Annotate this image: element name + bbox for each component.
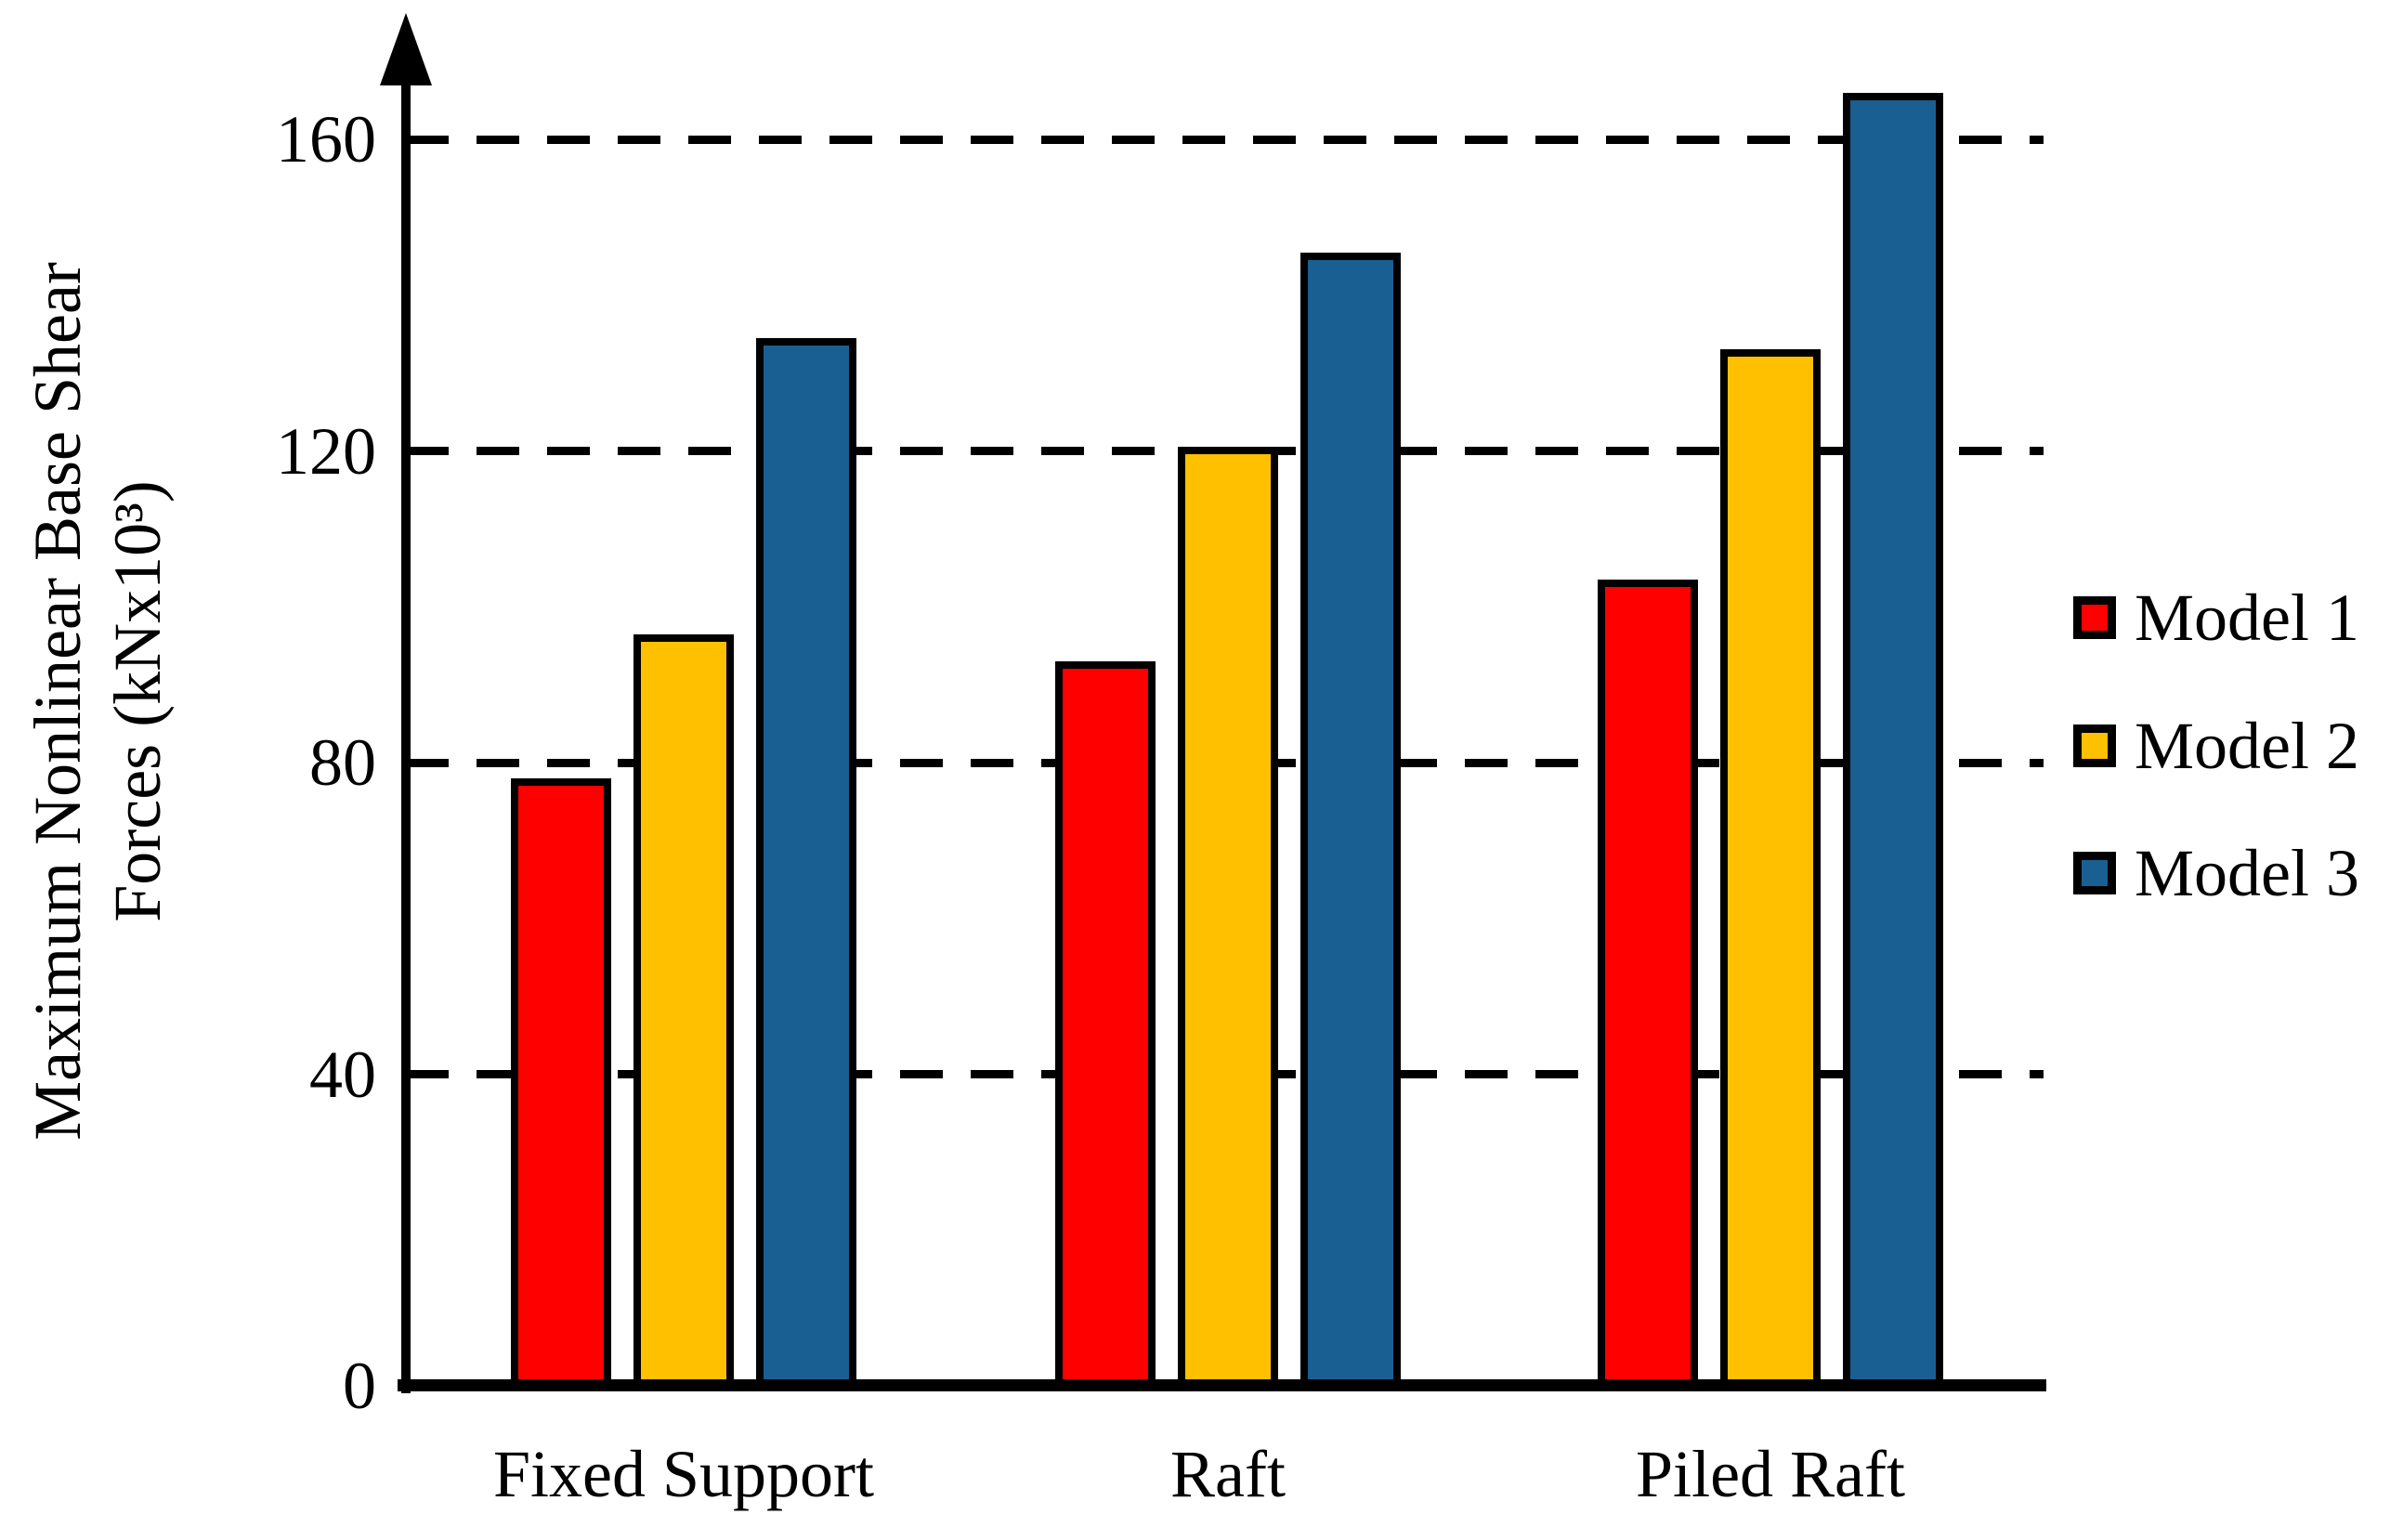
legend-item-model-2: Model 2	[2073, 707, 2359, 785]
bar-fixed-support-model-1	[511, 777, 611, 1386]
gridline-160	[406, 135, 2044, 144]
y-axis-title: Maximum Nonlinear Base Shear Forces (kNx…	[18, 190, 177, 1212]
bar-fixed-support-model-2	[633, 633, 734, 1386]
legend-label-model-1: Model 1	[2135, 581, 2359, 655]
legend-swatch-model-2	[2073, 724, 2116, 767]
x-category-label-raft: Raft	[1170, 1437, 1286, 1511]
y-axis-arrow-icon	[380, 13, 432, 85]
y-axis-title-line-1: Maximum Nonlinear Base Shear	[20, 262, 95, 1141]
legend-swatch-model-1	[2073, 596, 2116, 639]
bar-piled-raft-model-1	[1598, 579, 1698, 1386]
bar-raft-model-3	[1300, 252, 1401, 1386]
legend-item-model-1: Model 1	[2073, 579, 2359, 657]
y-axis-title-line-2: Forces (kNx10³)	[100, 480, 175, 922]
legend-swatch-model-3	[2073, 852, 2116, 894]
bar-raft-model-1	[1055, 660, 1156, 1386]
bar-fixed-support-model-3	[756, 337, 856, 1386]
bar-piled-raft-model-3	[1843, 92, 1943, 1386]
bar-raft-model-2	[1178, 447, 1278, 1386]
y-tick-label-40: 40	[309, 1037, 376, 1112]
y-axis-line	[401, 56, 411, 1393]
legend-item-model-3: Model 3	[2073, 834, 2359, 912]
y-tick-label-80: 80	[309, 725, 376, 800]
y-tick-label-120: 120	[276, 413, 376, 489]
legend-label-model-3: Model 3	[2135, 836, 2359, 910]
x-axis-line	[398, 1379, 2046, 1391]
y-tick-label-0: 0	[343, 1349, 376, 1423]
x-category-label-fixed-support: Fixed Support	[492, 1437, 875, 1511]
bar-piled-raft-model-2	[1720, 349, 1821, 1386]
x-category-label-piled-raft: Piled Raft	[1636, 1437, 1905, 1511]
y-tick-label-160: 160	[276, 102, 376, 176]
legend-label-model-2: Model 2	[2135, 709, 2359, 783]
